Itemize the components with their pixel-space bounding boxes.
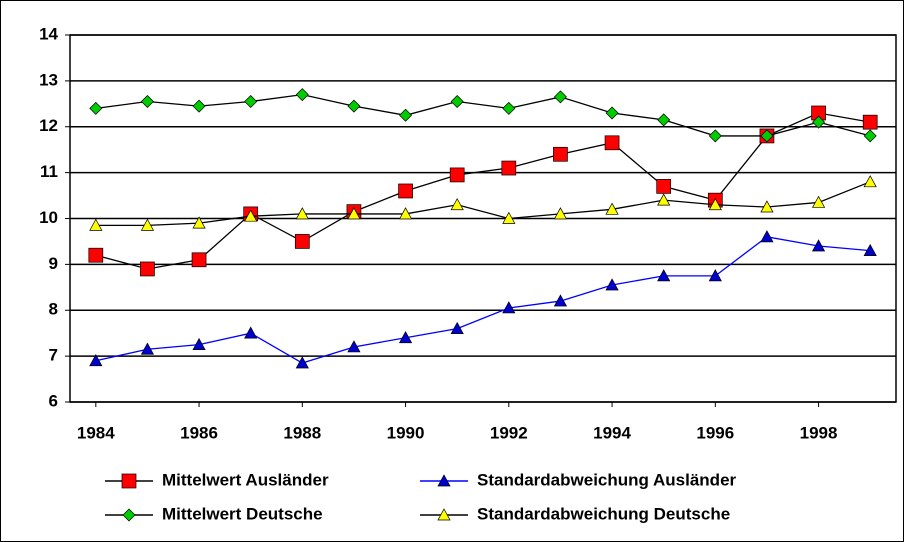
legend-marker <box>437 508 451 521</box>
data-point <box>502 101 516 115</box>
data-point <box>191 252 207 268</box>
legend-marker <box>437 474 451 487</box>
data-point <box>811 195 826 208</box>
data-point <box>708 198 722 211</box>
y-tick-label: 6 <box>49 391 58 410</box>
data-point <box>450 198 464 211</box>
y-tick-label: 12 <box>39 116 58 135</box>
x-tick-label: 1998 <box>800 423 838 442</box>
data-point <box>89 101 103 115</box>
data-point <box>656 179 672 194</box>
legend-label: Mittelwert Deutsche <box>162 504 323 523</box>
data-point <box>760 200 774 213</box>
data-point <box>863 129 877 143</box>
y-tick-label: 11 <box>40 162 58 181</box>
legend-label: Standardabweichung Ausländer <box>477 470 737 489</box>
legend-marker <box>121 473 137 489</box>
legend-label: Standardabweichung Deutsche <box>477 504 730 523</box>
legend-label: Mittelwert Ausländer <box>162 470 329 489</box>
series-line <box>95 181 871 227</box>
plot-area <box>69 34 897 403</box>
data-point <box>708 269 722 282</box>
data-point <box>192 99 206 113</box>
data-point <box>862 114 878 130</box>
data-point <box>295 356 309 369</box>
data-point <box>657 269 671 282</box>
data-point <box>863 243 877 256</box>
data-point <box>708 129 722 143</box>
data-point <box>553 294 568 307</box>
data-point <box>553 146 568 162</box>
series-line <box>95 112 871 270</box>
data-point <box>140 95 154 109</box>
data-point <box>140 261 155 277</box>
data-point <box>294 234 310 249</box>
series-line <box>95 236 871 364</box>
x-tick-label: 1984 <box>77 423 115 442</box>
data-point <box>863 175 877 188</box>
data-point <box>501 160 517 176</box>
data-point <box>760 129 774 143</box>
data-point <box>89 353 103 367</box>
data-point <box>295 88 309 102</box>
data-point <box>812 115 826 129</box>
y-tick-label: 9 <box>49 254 58 273</box>
data-point <box>347 340 361 353</box>
data-point <box>502 211 516 224</box>
data-point <box>811 239 826 252</box>
data-point <box>553 90 567 104</box>
data-point <box>398 207 413 220</box>
data-point <box>295 207 309 220</box>
data-point <box>244 326 258 339</box>
x-tick-label: 1996 <box>696 423 734 442</box>
y-tick-label: 8 <box>49 300 58 319</box>
data-point <box>398 331 413 344</box>
data-point <box>604 135 620 151</box>
data-point <box>244 209 258 222</box>
data-point <box>347 207 361 220</box>
series-line <box>95 93 871 137</box>
data-point <box>605 278 619 291</box>
data-point <box>89 218 103 231</box>
data-point <box>192 337 206 351</box>
data-point <box>140 342 155 355</box>
data-point <box>399 108 413 122</box>
y-tick-label: 14 <box>39 24 58 43</box>
data-point <box>553 207 568 220</box>
x-tick-label: 1994 <box>593 423 631 442</box>
y-tick-label: 10 <box>39 208 58 227</box>
data-point <box>605 202 619 215</box>
data-point <box>657 193 671 206</box>
data-point <box>450 95 464 109</box>
legend-marker <box>122 508 136 522</box>
data-point <box>88 247 104 263</box>
data-point <box>398 183 413 199</box>
x-tick-label: 1990 <box>387 423 425 442</box>
data-point <box>605 106 619 120</box>
data-point <box>192 216 206 229</box>
data-point <box>450 321 464 334</box>
data-point <box>657 113 671 127</box>
data-point <box>140 218 155 231</box>
y-tick-label: 13 <box>39 70 58 89</box>
data-point <box>347 99 361 113</box>
data-point <box>244 95 258 109</box>
data-point <box>449 167 465 183</box>
y-tick-label: 7 <box>49 346 58 365</box>
x-tick-label: 1986 <box>180 423 218 442</box>
data-point <box>760 230 774 243</box>
data-point <box>502 301 516 314</box>
x-tick-label: 1988 <box>283 423 321 442</box>
x-tick-label: 1992 <box>490 423 528 442</box>
